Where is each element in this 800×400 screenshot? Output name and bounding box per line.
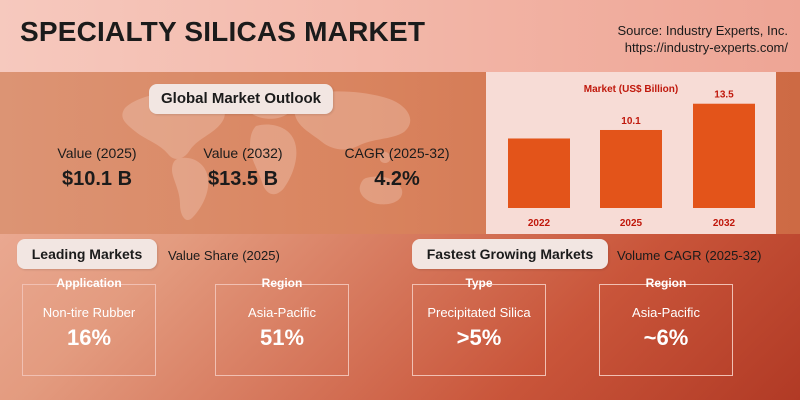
- card-caption: Region: [645, 276, 687, 290]
- card-value: 51%: [259, 325, 305, 350]
- metric-label-value-2032: Value (2032): [203, 145, 283, 161]
- metric-value-2025: $10.1 B: [61, 168, 133, 190]
- card-caption: Type: [465, 276, 493, 290]
- leading-card-application: Application Non-tire Rubber 16%: [22, 276, 156, 376]
- card-caption: Application: [56, 276, 122, 290]
- card-value: ~6%: [643, 325, 689, 350]
- metric-value-2032: $13.5 B: [207, 168, 279, 190]
- metric-label-value-2025: Value (2025): [57, 145, 137, 161]
- market-chart-panel: Market (US$ Billion) 2022 10.1 2025 13.5 203…: [486, 72, 776, 234]
- card-caption: Region: [261, 276, 303, 290]
- outlook-title: Global Market Outlook: [149, 84, 333, 114]
- bar-2032: [693, 103, 755, 208]
- card-value: >5%: [456, 325, 502, 350]
- data-label-2025: 10.1: [621, 116, 641, 127]
- source-url: https://industry-experts.com/: [624, 40, 788, 55]
- leading-card-region: Region Asia-Pacific 51%: [215, 276, 349, 376]
- bar-2022: [508, 138, 570, 208]
- data-label-2032: 13.5: [714, 90, 734, 101]
- fastest-growing-subtitle: Volume CAGR (2025-32): [617, 248, 762, 263]
- card-name: Asia-Pacific: [248, 305, 316, 320]
- source-name: Source: Industry Experts, Inc.: [617, 23, 788, 38]
- x-tick-label-2025: 2025: [620, 218, 643, 229]
- chart-title: Market (US$ Billion): [584, 84, 678, 95]
- x-tick-label-2022: 2022: [528, 218, 551, 229]
- fastest-growing-title: Fastest Growing Markets: [412, 239, 608, 269]
- header-band: [0, 0, 800, 72]
- fastest-card-type: Type Precipitated Silica >5%: [412, 276, 546, 376]
- market-bar-chart: Market (US$ Billion) 2022 10.1 2025 13.5 203…: [508, 84, 755, 229]
- page-title: SPECIALTY SILICAS MARKET: [20, 16, 426, 47]
- bar-2025: [600, 129, 662, 208]
- card-name: Precipitated Silica: [427, 305, 531, 320]
- source-credit: Source: Industry Experts, Inc. https://i…: [617, 22, 788, 56]
- leading-markets-subtitle: Value Share (2025): [168, 248, 280, 263]
- card-name: Asia-Pacific: [632, 305, 700, 320]
- card-name: Non-tire Rubber: [42, 305, 136, 320]
- x-tick-label-2032: 2032: [713, 218, 736, 229]
- metric-label-cagr: CAGR (2025-32): [344, 145, 450, 161]
- metric-value-cagr: 4.2%: [374, 168, 420, 190]
- card-value: 16%: [66, 325, 112, 350]
- leading-markets-title: Leading Markets: [17, 239, 157, 269]
- fastest-card-region: Region Asia-Pacific ~6%: [599, 276, 733, 376]
